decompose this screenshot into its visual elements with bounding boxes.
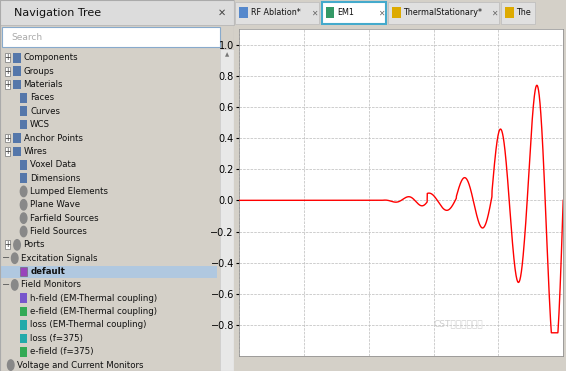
Text: loss (f=375): loss (f=375) [30,334,83,343]
Text: EM1: EM1 [337,8,354,17]
Bar [20,173,27,183]
Circle shape [20,213,27,223]
Bar [326,7,334,18]
Text: +: + [5,80,11,89]
Text: +: + [5,147,11,156]
Text: Navigation Tree: Navigation Tree [14,8,101,17]
Text: Farfield Sources: Farfield Sources [30,214,99,223]
Bar [20,293,27,303]
Text: ✕: ✕ [378,8,384,17]
Text: Materials: Materials [24,80,63,89]
Text: Groups: Groups [24,67,54,76]
Bar [20,160,27,170]
Text: CST仿真专家之路: CST仿真专家之路 [434,319,483,328]
Text: Curves: Curves [30,107,60,116]
Bar [239,7,248,18]
Text: Voltage and Current Monitors: Voltage and Current Monitors [18,361,144,370]
Text: Excitation Signals: Excitation Signals [22,254,98,263]
Text: ✕: ✕ [491,8,497,17]
Bar [0,266,217,278]
Bar [220,49,234,371]
Text: e-field (EM-Thermal coupling): e-field (EM-Thermal coupling) [30,307,157,316]
Text: h-field (EM-Thermal coupling): h-field (EM-Thermal coupling) [30,294,157,303]
Bar [20,267,27,276]
Text: −: − [2,253,11,263]
Text: ThermalStationary*: ThermalStationary* [404,8,483,17]
Bar [14,53,21,63]
Text: Anchor Points: Anchor Points [24,134,83,142]
Bar [5,240,10,249]
Circle shape [20,226,27,237]
Bar [20,307,27,316]
Bar [5,53,10,62]
Circle shape [11,253,18,263]
Bar [20,334,27,343]
Circle shape [7,360,14,370]
Text: RF Ablation*: RF Ablation* [251,8,301,17]
Bar [20,320,27,330]
Text: ▲: ▲ [225,52,229,58]
Bar [5,147,10,156]
Text: Lumped Elements: Lumped Elements [30,187,108,196]
Bar [20,93,27,103]
Bar [20,106,27,116]
Bar [20,120,27,129]
Text: Plane Wave: Plane Wave [30,200,80,209]
Text: Field Sources: Field Sources [30,227,87,236]
Text: +: + [5,240,11,249]
Circle shape [20,200,27,210]
Bar [392,7,401,18]
Circle shape [20,186,27,197]
Text: e-field (f=375): e-field (f=375) [30,347,93,356]
Bar [14,66,21,76]
Circle shape [11,280,18,290]
Text: Field Monitors: Field Monitors [22,280,82,289]
Bar [5,67,10,76]
FancyBboxPatch shape [235,1,319,24]
Text: default: default [30,267,65,276]
Text: ✕: ✕ [218,8,226,17]
Text: Search: Search [12,33,43,42]
Bar [0,0,234,25]
FancyBboxPatch shape [501,1,535,24]
Text: WCS: WCS [30,120,50,129]
Circle shape [14,240,20,250]
Bar [14,80,21,89]
Text: loss (EM-Thermal coupling): loss (EM-Thermal coupling) [30,321,147,329]
Bar [20,347,27,357]
FancyBboxPatch shape [388,1,499,24]
FancyBboxPatch shape [322,1,385,24]
Text: Dimensions: Dimensions [30,174,80,183]
Text: The: The [517,8,531,17]
Text: +: + [5,67,11,76]
Bar [5,80,10,89]
Text: Components: Components [24,53,78,62]
Text: +: + [5,134,11,142]
Text: Faces: Faces [30,93,54,102]
Text: +: + [5,53,11,62]
Bar [5,134,10,142]
Text: Ports: Ports [24,240,45,249]
Text: Voxel Data: Voxel Data [30,160,76,169]
Text: −: − [2,280,11,290]
Text: Wires: Wires [24,147,48,156]
Text: ✕: ✕ [311,8,318,17]
Bar [2,27,220,47]
Bar [505,7,513,18]
Bar [14,133,21,143]
Bar [14,147,21,156]
